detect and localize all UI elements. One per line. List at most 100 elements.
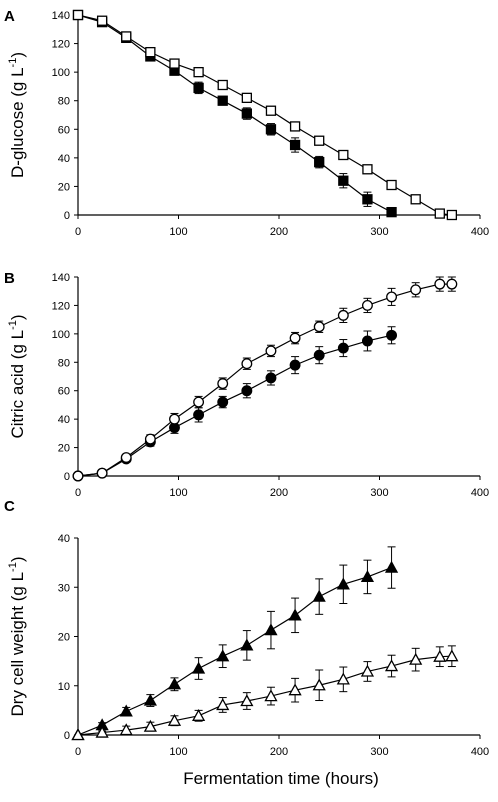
data-point [96,467,108,479]
y-tick-label: 140 [52,272,70,284]
data-point [216,649,230,662]
x-tick-label: 0 [75,226,81,238]
data-point [265,124,277,135]
data-point [241,108,252,119]
series-open-triangle [71,645,459,741]
series-filled-triangle [71,546,399,741]
data-point [314,156,325,168]
data-point [96,15,108,26]
data-point [313,349,325,361]
panel-label: B [4,270,15,287]
y-tick-label: 120 [52,300,70,312]
data-point [193,396,205,408]
data-point [241,358,253,370]
data-point [121,31,132,42]
data-point [217,79,228,91]
series-line [77,283,452,477]
y-tick-label: 100 [52,67,70,79]
data-point [265,372,277,384]
y-tick-label: 10 [58,681,70,693]
data-point [410,284,422,296]
y-tick-label: 60 [58,386,70,398]
data-point [446,209,458,221]
data-point [72,9,84,21]
y-tick-label: 40 [58,414,70,426]
data-point [193,82,204,94]
data-point [217,95,228,106]
x-tick-label: 300 [370,226,388,238]
data-point [144,433,156,445]
panel-b: 0 20 40 60 80 100 120 140 0 100 200 300 400 B Citric a… [4,270,489,499]
data-point [119,723,133,736]
data-point [192,708,206,721]
data-point [338,149,349,161]
y-tick-label: 0 [64,210,70,222]
data-point [95,725,109,738]
data-point [336,672,350,685]
y-tick-label: 60 [58,124,70,136]
data-point [143,693,157,706]
data-point [410,194,421,205]
data-point [386,179,397,191]
data-point [433,649,447,662]
data-point [241,385,253,397]
data-point [362,164,373,175]
data-point [289,121,301,132]
y-tick-label: 100 [52,329,70,341]
y-axis-label: Dry cell weight (g L-1) [7,556,27,716]
data-point [361,335,373,347]
data-point [167,713,182,726]
x-tick-label: 100 [169,226,187,238]
data-point [167,677,182,690]
x-axis-label: Fermentation time (hours) [183,769,379,788]
data-point [120,452,132,463]
data-point [434,278,446,290]
data-point [145,46,156,58]
y-tick-label: 20 [58,181,70,193]
data-point [217,396,229,408]
data-point [192,661,206,674]
data-point [337,342,349,354]
data-point [386,291,398,303]
series-open-square [72,9,458,221]
data-point [193,66,204,78]
x-tick-label: 200 [270,226,288,238]
data-point [313,321,325,333]
data-point [434,208,445,219]
y-tick-label: 120 [52,39,70,51]
data-point [384,560,399,573]
x-tick-label: 200 [270,746,288,758]
x-tick-label: 200 [270,487,288,499]
x-tick-label: 400 [471,746,489,758]
x-tick-label: 400 [471,226,489,238]
data-point [312,589,326,602]
data-point [143,719,157,732]
y-axis-label: D-glucose (g L-1) [7,52,27,178]
data-point [337,309,349,321]
data-point [362,194,373,205]
data-point [169,413,180,425]
y-tick-label: 30 [58,582,70,594]
data-point [169,58,180,69]
data-point [361,299,373,311]
data-point [265,105,277,116]
x-tick-label: 100 [169,487,187,499]
y-axis-label: Citric acid (g L-1) [7,314,27,438]
panel-label: A [4,8,15,25]
y-tick-label: 80 [58,96,70,108]
data-point [289,332,301,344]
x-tick-label: 400 [471,487,489,499]
data-point [360,570,375,583]
series-open-circle [72,276,458,482]
data-point [240,638,254,651]
y-tick-label: 80 [58,357,70,369]
data-point [241,92,252,104]
data-point [338,175,349,186]
data-point [217,378,229,390]
data-point [265,345,277,357]
y-tick-label: 20 [58,632,70,644]
data-point [240,694,254,707]
data-point [446,278,458,290]
